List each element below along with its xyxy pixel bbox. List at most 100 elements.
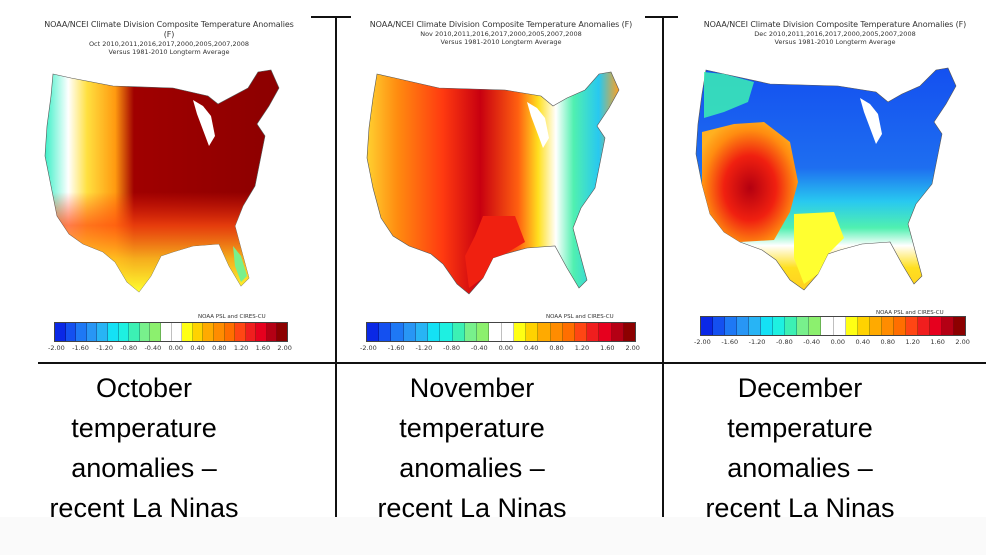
- us-anomaly-map: [40, 66, 298, 304]
- colorbar-swatch: [428, 323, 441, 341]
- colorbar-swatch: [245, 323, 257, 341]
- colorbar-swatch: [415, 323, 429, 341]
- colorbar-swatch: [749, 317, 762, 335]
- caption-line: December: [737, 373, 863, 403]
- colorbar-swatch: [256, 323, 267, 341]
- colorbar-swatch: [809, 317, 822, 335]
- florida-cool: [233, 246, 247, 282]
- caption-line: recent La Ninas: [705, 493, 895, 523]
- colorbar-swatch: [452, 323, 465, 341]
- caption-line: recent La Ninas: [377, 493, 567, 523]
- texas-red: [465, 216, 525, 288]
- colorbar-tick-label: 1.60: [600, 344, 615, 352]
- map-header: NOAA/NCEI Climate Division Composite Tem…: [40, 14, 298, 56]
- colorbar-swatch: [611, 323, 624, 341]
- caption-line: October: [95, 373, 193, 403]
- map-credit: NOAA PSL and CIRES-CU: [876, 310, 944, 316]
- colorbar-tick-label: 0.80: [212, 344, 227, 352]
- colorbar-swatch: [477, 323, 490, 341]
- colorbar-tick-label: 2.00: [625, 344, 640, 352]
- column-divider-2: [662, 16, 664, 517]
- caption-line: temperature: [727, 413, 873, 443]
- colorbar-tick-label: 0.40: [190, 344, 205, 352]
- pacific-nw-cool: [704, 72, 754, 118]
- colorbar-swatch: [845, 317, 858, 335]
- column-divider-cap-2: [645, 16, 678, 18]
- colorbar-swatch: [379, 323, 392, 341]
- colorbar-swatch: [917, 317, 930, 335]
- colorbar-swatch: [599, 323, 612, 341]
- colorbar-tick-label: -1.20: [96, 344, 114, 352]
- colorbar-swatch: [513, 323, 527, 341]
- map-header: NOAA/NCEI Climate Division Composite Tem…: [690, 14, 980, 46]
- colorbar-swatch: [171, 323, 183, 341]
- row-divider: [38, 362, 986, 364]
- colorbar-swatch: [391, 323, 404, 341]
- colorbar-swatch: [440, 323, 453, 341]
- colorbar-swatch: [587, 323, 600, 341]
- colorbar-swatch: [55, 323, 66, 341]
- colorbar-ticks: -2.00 -1.60 -1.20 -0.80 -0.40 0.00 0.40 0.80 1.2…: [694, 338, 970, 346]
- column-divider-cap-1: [311, 16, 351, 18]
- colorbar-swatch: [501, 323, 514, 341]
- map-title: NOAA/NCEI Climate Division Composite Tem…: [703, 20, 967, 29]
- colorbar-swatch: [725, 317, 738, 335]
- colorbar-tick-label: 1.60: [255, 344, 271, 352]
- caption-line: November: [409, 373, 535, 403]
- colorbar-swatch: [893, 317, 906, 335]
- colorbar-swatch: [203, 323, 214, 341]
- colorbar-tick-label: 0.40: [855, 338, 871, 346]
- map-subtitle: Oct 2010,2011,2016,2017,2000,2005,2007,2…: [88, 40, 250, 48]
- great-lakes: [193, 100, 215, 146]
- colorbar-swatch: [403, 323, 416, 341]
- map-credit: NOAA PSL and CIRES-CU: [546, 314, 614, 320]
- colorbar-tick-label: -1.60: [72, 344, 89, 352]
- colorbar-tick-label: -2.00: [694, 338, 711, 346]
- us-outline: [366, 71, 620, 295]
- map-baseline: Versus 1981-2010 Longterm Average: [440, 38, 562, 47]
- colorbar-swatch: [929, 317, 942, 335]
- caption-line: anomalies –: [71, 453, 217, 483]
- colorbar-tick-label: -1.20: [415, 344, 433, 352]
- colorbar-swatch: [538, 323, 551, 341]
- colorbar-swatch: [129, 323, 140, 341]
- colorbar-swatch: [905, 317, 918, 335]
- colorbar-swatch: [139, 323, 151, 341]
- colorbar-swatch: [550, 323, 563, 341]
- colorbar-swatch: [97, 323, 108, 341]
- colorbar-tick-label: -0.40: [803, 338, 821, 346]
- colorbar-swatch: [623, 323, 636, 341]
- colorbar-swatch: [761, 317, 774, 335]
- colorbar-swatch: [118, 323, 130, 341]
- colorbar-swatch: [713, 317, 726, 335]
- caption-line: anomalies –: [399, 453, 545, 483]
- colorbar-swatch: [213, 323, 225, 341]
- map-header: NOAA/NCEI Climate Division Composite Tem…: [360, 14, 642, 46]
- colorbar-swatch: [785, 317, 798, 335]
- caption-october: October temperature anomalies – recent L…: [38, 368, 250, 528]
- colorbar-swatch: [65, 323, 77, 341]
- caption-november: November temperature anomalies – recent …: [366, 368, 578, 528]
- southwest-warm: [702, 122, 798, 242]
- colorbar-swatch: [526, 323, 539, 341]
- map-credit: NOAA PSL and CIRES-CU: [198, 314, 266, 320]
- great-lakes: [860, 98, 882, 144]
- caption-line: temperature: [71, 413, 217, 443]
- colorbar-ticks: -2.00 -1.60 -1.20 -0.80 -0.40 0.00 0.40 0.80 1.2…: [360, 344, 640, 352]
- colorbar-swatch: [773, 317, 786, 335]
- colorbar-swatch: [562, 323, 575, 341]
- colorbar-swatch: [76, 323, 87, 341]
- colorbar-swatch: [235, 323, 246, 341]
- colorbar-swatch: [224, 323, 236, 341]
- caption-line: recent La Ninas: [49, 493, 239, 523]
- colorbar-tick-label: -2.00: [48, 344, 65, 352]
- map-subtitle: Dec 2010,2011,2016,2017,2000,2005,2007,2…: [754, 30, 916, 38]
- colorbar-tick-label: -2.00: [360, 344, 377, 352]
- colorbar-tick-label: 0.00: [168, 344, 184, 352]
- colorbar-swatch: [489, 323, 502, 341]
- us-anomaly-map: [360, 66, 642, 304]
- colorbar-swatch: [86, 323, 98, 341]
- caption-line: anomalies –: [727, 453, 873, 483]
- colorbar-tick-label: 2.00: [955, 338, 970, 346]
- colorbar-tick-label: 0.80: [549, 344, 564, 352]
